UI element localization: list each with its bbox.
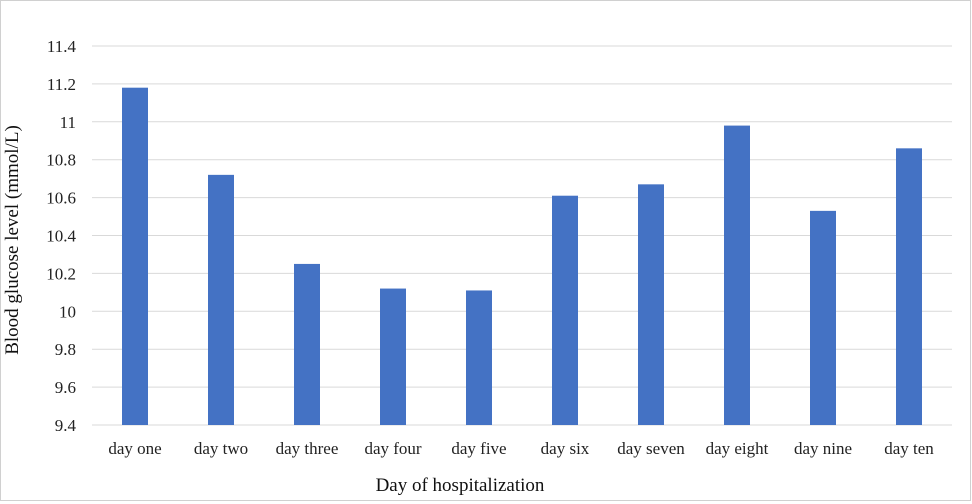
y-tick-label: 10 — [59, 302, 76, 321]
bar-day-nine — [810, 210, 836, 425]
x-tick-label: day five — [451, 439, 506, 458]
y-tick-label: 11 — [60, 113, 76, 132]
y-tick-label: 11.4 — [47, 37, 77, 56]
x-tick-label: day seven — [617, 439, 685, 458]
y-axis-ticks: 9.4 9.6 9.8 10 10.2 10.4 10.6 10.8 11 11.2 11.4 — [46, 37, 76, 435]
bar-day-four — [380, 288, 406, 425]
bars — [122, 87, 922, 425]
y-tick-label: 9.4 — [55, 416, 77, 435]
bar-day-six — [552, 195, 578, 425]
y-tick-label: 9.8 — [55, 340, 76, 359]
y-tick-label: 11.2 — [47, 75, 76, 94]
gridlines — [92, 45, 952, 426]
x-tick-label: day three — [276, 439, 339, 458]
x-axis-ticks: day one day two day three day four day five d… — [108, 439, 934, 458]
x-tick-label: day eight — [706, 439, 769, 458]
y-tick-label: 10.8 — [46, 151, 76, 170]
x-axis-title: Day of hospitalization — [376, 475, 545, 496]
x-tick-label: day four — [364, 439, 421, 458]
bar-day-five — [466, 290, 492, 425]
x-tick-label: day one — [108, 439, 161, 458]
bar-day-three — [294, 263, 320, 425]
bar-day-two — [208, 174, 234, 425]
x-tick-label: day six — [541, 439, 590, 458]
bar-day-ten — [896, 148, 922, 425]
y-axis-title: Blood glucose level (mmol/L) — [2, 125, 23, 355]
x-tick-label: day nine — [794, 439, 852, 458]
y-tick-label: 10.4 — [46, 227, 76, 246]
x-tick-label: day ten — [884, 439, 934, 458]
y-tick-label: 10.6 — [46, 189, 76, 208]
bar-day-seven — [638, 184, 664, 425]
bar-day-eight — [724, 125, 750, 425]
y-tick-label: 10.2 — [46, 264, 76, 283]
y-tick-label: 9.6 — [55, 378, 76, 397]
bar-day-one — [122, 87, 148, 425]
x-tick-label: day two — [194, 439, 248, 458]
